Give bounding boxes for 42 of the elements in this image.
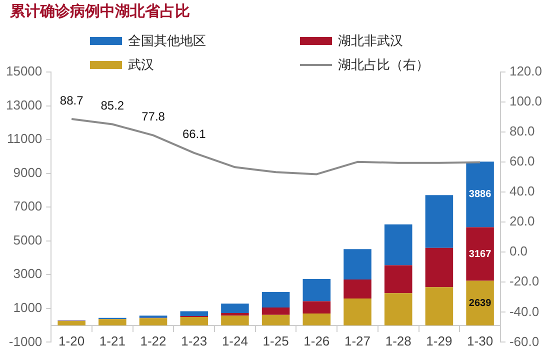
legend-label: 湖北非武汉 [338,33,403,50]
y-tick-label: 9000 [13,164,42,180]
y2-tick-label: 120.0 [509,64,542,79]
y-tick-label: -1000 [8,334,42,349]
y2-tick-label: -40.0 [509,304,540,319]
data-label: 85.2 [100,98,124,113]
y2-tick-label: -60.0 [509,334,540,349]
x-tick-label: 1-24 [222,334,248,349]
y-tick-label: 1000 [13,300,42,316]
x-tick-label: 1-30 [467,334,494,349]
x-tick-label: 1-29 [426,334,452,349]
y-tick-label: 7000 [13,198,42,214]
x-tick-label: 1-25 [262,334,289,349]
data-label: 2639 [468,298,492,309]
y2-tick-label: 20.0 [509,214,535,229]
x-tick-label: 1-21 [99,334,126,349]
y-tick-label: 13000 [6,97,42,112]
data-label: 66.1 [182,127,206,142]
data-label: 77.8 [142,110,166,124]
legend-label: 全国其他地区 [128,33,206,50]
y-tick-label: 3000 [13,266,42,282]
x-tick-label: 1-20 [58,334,85,349]
legend-label: 武汉 [128,57,154,74]
x-tick-label: 1-22 [140,334,166,349]
y2-tick-label: 0.0 [509,244,528,259]
y2-tick-label: -20.0 [509,274,540,289]
x-tick-label: 1-26 [304,334,330,349]
y-tick-label: 15000 [6,64,42,79]
y2-tick-label: 60.0 [509,154,535,169]
x-tick-label: 1-28 [385,334,412,349]
y2-tick-label: 100.0 [509,94,542,109]
legend-label: 湖北占比（右） [338,57,429,74]
data-label: 3167 [468,248,492,260]
y2-tick-label: 80.0 [509,124,535,139]
y2-tick-label: 40.0 [509,184,535,199]
chart-title: 累计确诊病例中湖北省占比 [10,2,190,21]
x-tick-label: 1-27 [344,334,371,349]
data-label: 88.7 [60,93,84,108]
x-tick-label: 1-23 [181,334,208,349]
y-tick-label: 5000 [13,232,42,248]
data-label: 3886 [468,189,492,200]
y-tick-label: 11000 [6,131,42,146]
